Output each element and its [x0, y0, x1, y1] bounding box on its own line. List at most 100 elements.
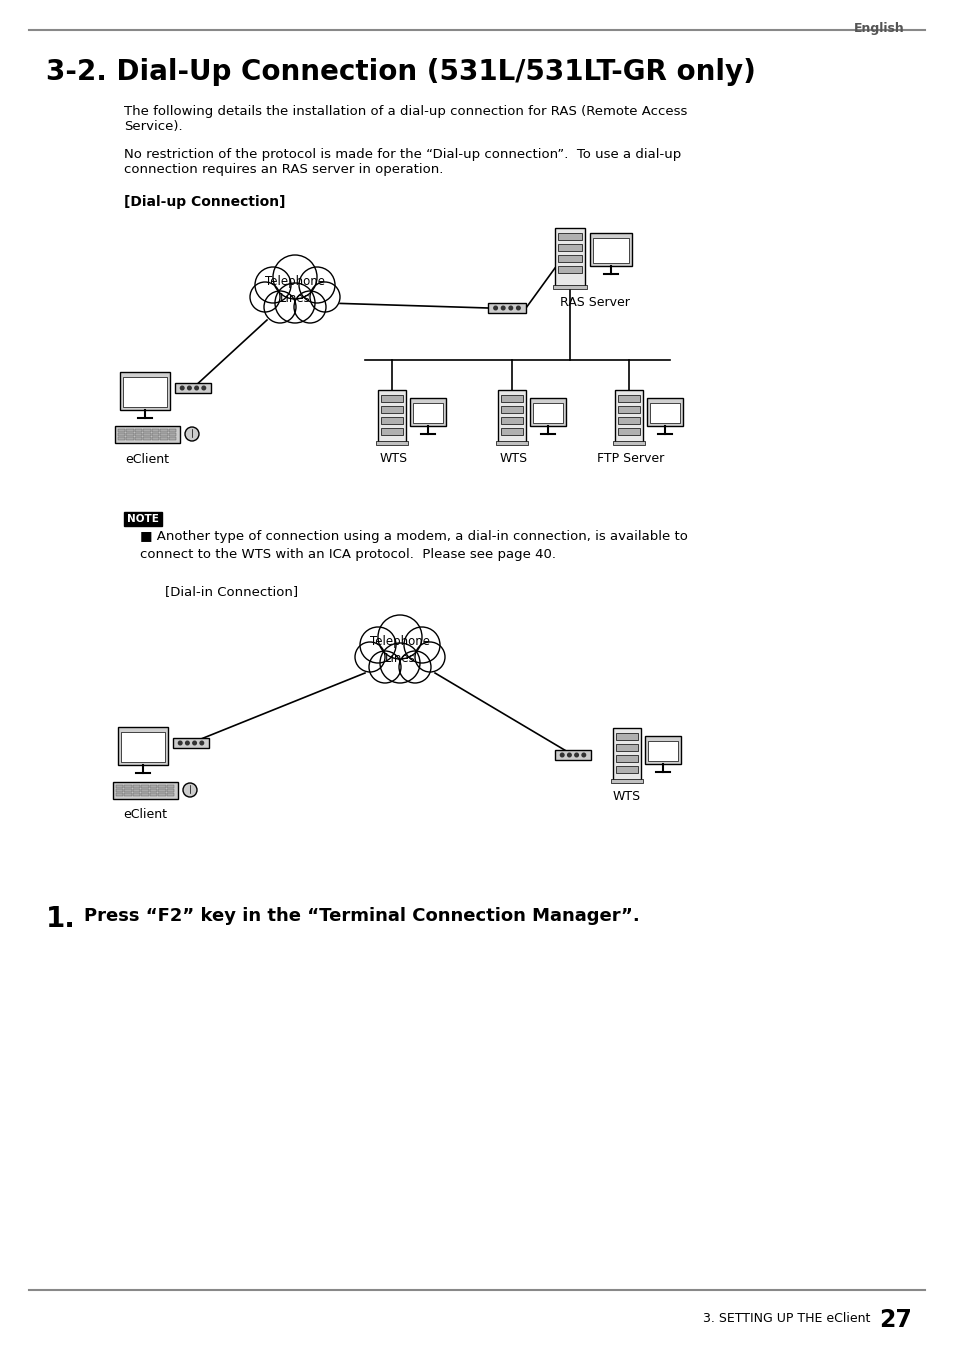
Bar	[555, 228, 584, 286]
Bar	[413, 403, 442, 423]
Bar	[120, 372, 170, 410]
Bar	[169, 437, 175, 439]
Bar	[116, 789, 123, 793]
Text: 3-2. Dial-Up Connection (531L/531LT-GR only): 3-2. Dial-Up Connection (531L/531LT-GR o…	[46, 58, 755, 86]
Bar	[553, 284, 586, 288]
Circle shape	[369, 651, 400, 683]
Bar	[134, 433, 142, 435]
Circle shape	[509, 306, 512, 310]
Circle shape	[355, 642, 385, 673]
Bar	[118, 429, 125, 431]
Bar	[169, 433, 175, 435]
Text: NOTE: NOTE	[127, 514, 159, 524]
Text: English: English	[853, 22, 904, 35]
Bar	[150, 785, 157, 789]
Bar	[500, 429, 522, 435]
Bar	[116, 785, 123, 789]
Circle shape	[494, 306, 497, 310]
Text: FTP Server: FTP Server	[597, 452, 664, 465]
Bar	[618, 395, 639, 402]
Circle shape	[186, 741, 189, 745]
Bar	[616, 766, 638, 772]
Bar	[618, 417, 639, 425]
Bar	[158, 789, 166, 793]
Bar	[152, 433, 159, 435]
Bar	[167, 789, 173, 793]
Bar	[158, 793, 166, 797]
Circle shape	[273, 255, 316, 299]
Circle shape	[398, 651, 431, 683]
Bar	[380, 406, 402, 412]
Bar	[118, 727, 168, 766]
Circle shape	[403, 627, 439, 663]
Bar	[124, 793, 132, 797]
Bar	[116, 793, 123, 797]
Text: eClient: eClient	[123, 807, 167, 821]
Circle shape	[254, 267, 291, 303]
Bar	[380, 395, 402, 402]
Bar	[158, 785, 166, 789]
Bar	[613, 728, 640, 780]
Bar	[127, 437, 133, 439]
Bar	[152, 429, 159, 431]
Bar	[533, 403, 562, 423]
Circle shape	[194, 386, 198, 390]
Bar	[380, 417, 402, 425]
Bar	[134, 429, 142, 431]
Bar	[646, 398, 682, 426]
Bar	[558, 255, 581, 262]
Circle shape	[200, 741, 203, 745]
Bar	[410, 398, 446, 426]
Bar	[112, 782, 178, 799]
Bar	[618, 406, 639, 412]
Circle shape	[250, 282, 280, 311]
Bar	[644, 736, 680, 764]
Circle shape	[274, 283, 314, 324]
Circle shape	[415, 642, 444, 673]
Bar	[143, 433, 151, 435]
Text: 27: 27	[879, 1308, 911, 1332]
Bar	[558, 266, 581, 274]
Bar	[500, 406, 522, 412]
Bar	[143, 437, 151, 439]
Bar	[558, 233, 581, 240]
Circle shape	[294, 291, 326, 324]
Bar	[160, 437, 168, 439]
Bar	[124, 789, 132, 793]
Text: RAS Server: RAS Server	[559, 297, 629, 309]
Bar	[167, 793, 173, 797]
Bar	[118, 437, 125, 439]
Text: Press “F2” key in the “Terminal Connection Manager”.: Press “F2” key in the “Terminal Connecti…	[84, 907, 639, 925]
Bar	[174, 383, 211, 394]
Circle shape	[180, 386, 184, 390]
Bar	[141, 793, 149, 797]
Bar	[500, 417, 522, 425]
Bar	[152, 437, 159, 439]
Text: eClient: eClient	[125, 453, 169, 466]
Text: Telephone
Lines: Telephone Lines	[370, 635, 430, 665]
Bar	[616, 733, 638, 740]
Bar	[167, 785, 173, 789]
Bar	[134, 437, 142, 439]
Circle shape	[310, 282, 339, 311]
Text: The following details the installation of a dial-up connection for RAS (Remote A: The following details the installation o…	[124, 105, 687, 133]
Bar	[143, 429, 151, 431]
Text: [Dial-in Connection]: [Dial-in Connection]	[165, 585, 297, 599]
Bar	[488, 303, 525, 313]
Circle shape	[567, 754, 571, 756]
Bar	[132, 785, 140, 789]
Bar	[610, 779, 642, 783]
Bar	[141, 789, 149, 793]
Circle shape	[298, 267, 335, 303]
Bar	[124, 512, 162, 526]
Text: 3. SETTING UP THE eClient: 3. SETTING UP THE eClient	[702, 1312, 869, 1325]
Circle shape	[575, 754, 578, 756]
Text: Telephone
Lines: Telephone Lines	[265, 275, 325, 305]
Bar	[150, 789, 157, 793]
Bar	[115, 426, 180, 443]
Circle shape	[377, 615, 421, 659]
Circle shape	[517, 306, 519, 310]
Bar	[150, 793, 157, 797]
Bar	[141, 785, 149, 789]
Circle shape	[202, 386, 206, 390]
